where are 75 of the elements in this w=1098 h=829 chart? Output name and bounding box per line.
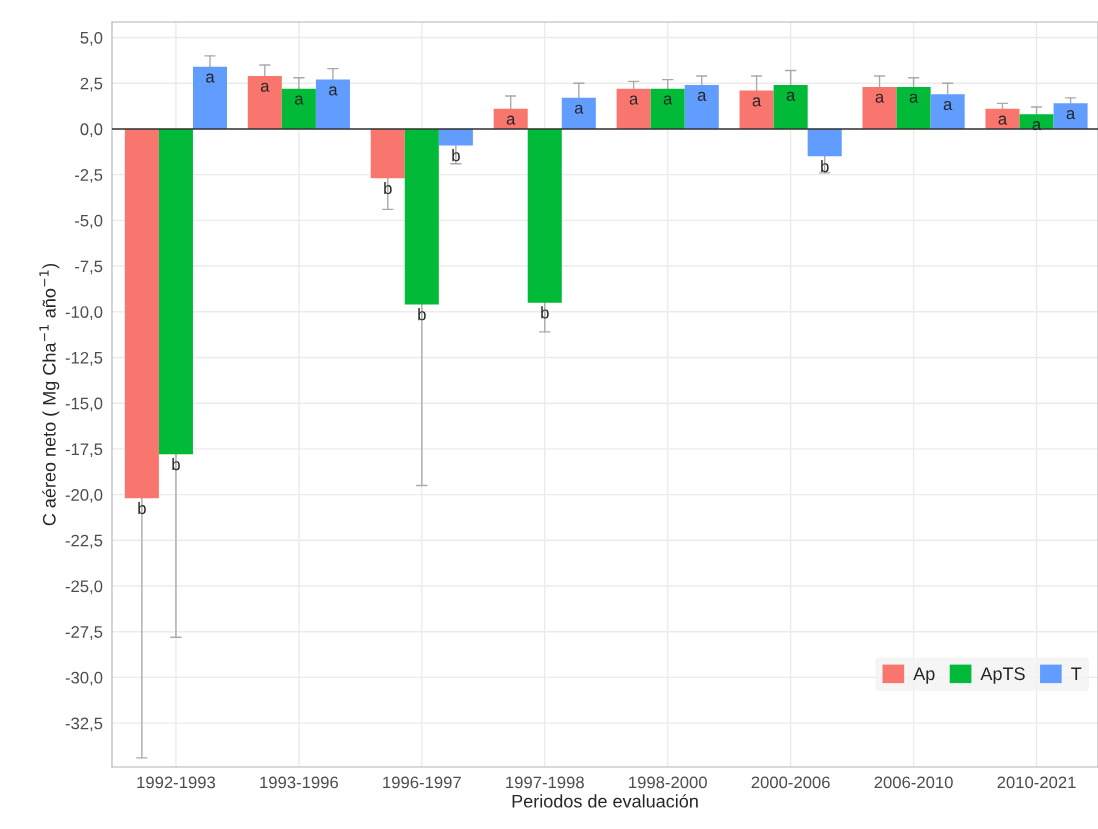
y-tick-label: -5,0	[75, 214, 103, 229]
bar	[527, 128, 562, 303]
data-label: a	[943, 100, 953, 111]
data-label: a	[260, 82, 270, 92]
bar	[561, 97, 596, 129]
data-label: a	[998, 115, 1008, 125]
y-tick-label: -20,0	[65, 489, 103, 503]
x-tick-label: 1996-1997	[383, 776, 461, 789]
data-label: a	[697, 91, 707, 101]
legend-label: T	[1071, 667, 1082, 680]
bar	[247, 75, 282, 129]
bar	[930, 94, 965, 129]
data-label: b	[172, 458, 180, 471]
bar	[281, 88, 316, 129]
data-label: b	[452, 149, 460, 162]
data-label: a	[909, 93, 919, 103]
bar	[684, 85, 719, 129]
x-tick-label: 1992-1993	[137, 776, 216, 789]
y-axis-title: C aéreo neto ( Mg Cha$^{−1}$ año$^{−1}$)	[39, 263, 60, 526]
x-tick-label: 2010-2021	[997, 776, 1076, 789]
bar	[1019, 114, 1054, 129]
data-label: b	[384, 181, 392, 195]
y-tick-label: -17,5	[65, 443, 103, 458]
x-tick-label: 1993-1996	[260, 776, 338, 789]
data-label: a	[752, 97, 762, 107]
bar	[315, 79, 350, 129]
bar	[158, 128, 193, 455]
y-tick-label: -25,0	[65, 580, 103, 595]
x-tick-label: 2000-2006	[751, 776, 830, 789]
bar	[616, 88, 651, 129]
y-tick-label: 0,0	[80, 123, 103, 138]
bar	[1053, 103, 1088, 129]
y-tick-label: -15,0	[65, 397, 103, 412]
y-tick-label: -10,0	[65, 306, 103, 320]
data-label: b	[418, 308, 426, 321]
bar	[404, 128, 439, 305]
bar	[862, 86, 897, 129]
data-label: a	[329, 86, 338, 96]
y-tick-label: -30,0	[65, 671, 103, 686]
bar	[896, 86, 931, 129]
data-label: a	[206, 73, 215, 83]
data-label: a	[574, 104, 584, 114]
y-tick-label: -27,5	[65, 626, 103, 640]
data-label: a	[786, 91, 796, 101]
bar	[773, 85, 808, 129]
bar	[985, 108, 1020, 129]
data-label: a	[506, 115, 516, 125]
bar	[739, 90, 774, 129]
y-tick-label: -12,5	[65, 351, 103, 366]
y-tick-label: -32,5	[65, 717, 103, 732]
y-tick-label: 5,0	[80, 31, 103, 46]
bar	[438, 128, 473, 146]
y-tick-label: -2,5	[75, 169, 103, 183]
y-tick-label: -7,5	[75, 260, 103, 275]
data-label: a	[1066, 110, 1076, 120]
data-label: a	[663, 95, 673, 105]
x-axis-title: Periodos de evaluación	[512, 794, 698, 808]
data-label: a	[629, 95, 639, 105]
y-tick-label: 2,5	[80, 77, 103, 92]
legend-label: ApTS	[980, 667, 1025, 684]
bar	[807, 128, 842, 157]
bar	[370, 128, 405, 179]
bar	[650, 88, 685, 129]
x-tick-label: 1998-2000	[629, 776, 707, 789]
data-label: b	[821, 160, 829, 173]
bar	[192, 66, 228, 129]
data-label: a	[875, 93, 885, 103]
bar	[124, 128, 159, 499]
data-label: b	[138, 501, 146, 515]
x-tick-label: 2006-2010	[874, 776, 953, 789]
legend-label: Ap	[913, 667, 935, 684]
x-tick-label: 1997-1998	[506, 776, 584, 789]
data-label: a	[294, 95, 304, 105]
y-tick-label: -22,5	[65, 534, 103, 549]
data-label: b	[541, 306, 549, 319]
